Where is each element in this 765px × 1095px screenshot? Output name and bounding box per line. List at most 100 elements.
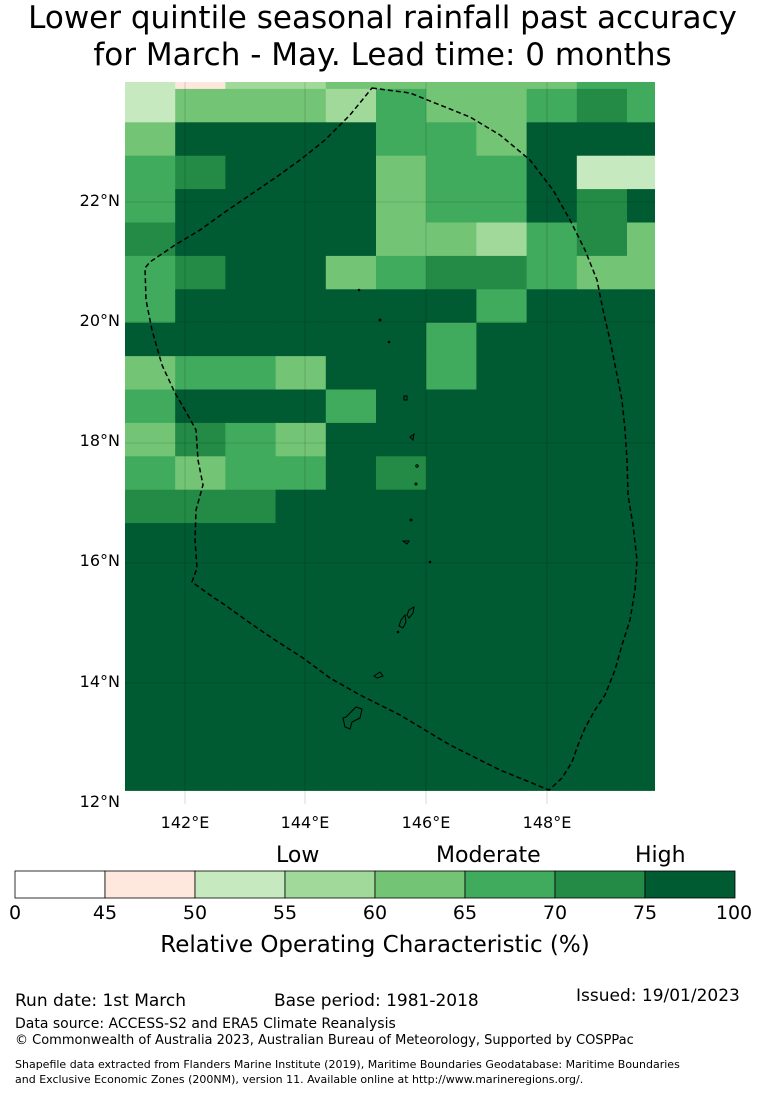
grid-cell [576, 589, 628, 624]
grid-cell [125, 422, 176, 457]
grid-cell [325, 723, 377, 758]
grid-cell [627, 690, 655, 725]
grid-cell [225, 589, 277, 624]
grid-cell [476, 82, 528, 90]
grid-cell [376, 389, 427, 424]
grid-cell [476, 523, 528, 558]
grid-cell [677, 189, 728, 223]
grid-cell [175, 322, 226, 357]
grid-cell [627, 82, 655, 90]
grid-cell [526, 589, 578, 624]
grid-cell [677, 56, 728, 90]
grid-cell [476, 255, 528, 290]
grid-cell [526, 422, 578, 457]
colorbar-segment [14, 870, 106, 899]
grid-cell [476, 690, 528, 725]
grid-cell [727, 223, 765, 257]
grid-cell [627, 623, 655, 658]
grid-cell [275, 422, 327, 457]
grid-cell [576, 389, 628, 424]
grid-cell [426, 189, 477, 224]
grid-cell [125, 88, 176, 123]
coastlines [342, 288, 432, 730]
grid-cell [376, 222, 427, 257]
colorbar-segment [644, 870, 736, 899]
grid-cell [125, 589, 176, 624]
grid-cell [175, 155, 226, 190]
grid-cell [426, 723, 477, 758]
grid-cell [476, 155, 528, 190]
grid-cell [175, 623, 226, 658]
grid-cell [627, 255, 655, 290]
grid-cell [325, 422, 377, 457]
grid-cell [376, 322, 427, 357]
grid-cell [125, 523, 176, 558]
colorbar-segment [284, 870, 376, 899]
grid-cell [325, 456, 377, 491]
grid-cell [175, 456, 226, 491]
grid-cell [426, 122, 477, 157]
grid-cell [727, 289, 765, 323]
grid-cell [476, 589, 528, 624]
grid-cell [225, 322, 277, 357]
grid-cell [677, 89, 728, 123]
grid-cell [376, 189, 427, 224]
grid-cell [627, 122, 655, 157]
grid-cell [576, 556, 628, 591]
grid-cell [677, 223, 728, 257]
grid-cell [125, 356, 176, 391]
grid-cell [225, 723, 277, 758]
grid-cell [526, 322, 578, 357]
grid-cell [125, 556, 176, 591]
grid-cell [275, 222, 327, 257]
lat-label-14n: 14°N [79, 672, 120, 691]
grid-cell [175, 255, 226, 290]
grid-cell [677, 657, 728, 691]
map-title-line2: for March - May. Lead time: 0 months [93, 37, 672, 73]
grid-cell [325, 88, 377, 123]
grid-cell [526, 456, 578, 491]
grid-cell [526, 756, 578, 791]
grid-cell [125, 389, 176, 424]
grid-cell [275, 489, 327, 524]
grid-cell [627, 456, 655, 491]
grid-cell [225, 82, 277, 90]
grid-cell [376, 656, 427, 691]
grid-cell [175, 389, 226, 424]
grid-cell [426, 155, 477, 190]
grid-cell [576, 489, 628, 524]
grid-cell [476, 356, 528, 391]
grid-cell [125, 322, 176, 357]
grid-cell [325, 623, 377, 658]
grid-cell [325, 289, 377, 324]
grid-cell [526, 489, 578, 524]
grid-cell [627, 389, 655, 424]
grid-cell [325, 255, 377, 290]
grid-cell [576, 356, 628, 391]
grid-cell [727, 456, 765, 490]
colorbar-title: Relative Operating Characteristic (%) [160, 932, 590, 958]
grid-cell [727, 757, 765, 791]
grid-cell [275, 255, 327, 290]
grid-cell [225, 623, 277, 658]
grid-cell [426, 82, 477, 90]
grid-cell [275, 690, 327, 725]
grid-cell [426, 88, 477, 123]
grid-cell [627, 155, 655, 190]
grid-cell [526, 690, 578, 725]
map-gridlines [125, 82, 655, 804]
grid-cell [275, 289, 327, 324]
grid-cell [677, 423, 728, 457]
grid-cell [576, 456, 628, 491]
grid-cell [727, 390, 765, 424]
grid-cell [677, 356, 728, 390]
grid-cell [125, 756, 176, 791]
lat-label-18n: 18°N [79, 431, 120, 450]
grid-cell [727, 156, 765, 190]
grid-cell [275, 623, 327, 658]
lon-label-148e: 148°E [522, 813, 572, 832]
grid-cell [426, 523, 477, 558]
grid-cell [677, 557, 728, 591]
grid-cell [125, 690, 176, 725]
grid-cell [727, 56, 765, 90]
